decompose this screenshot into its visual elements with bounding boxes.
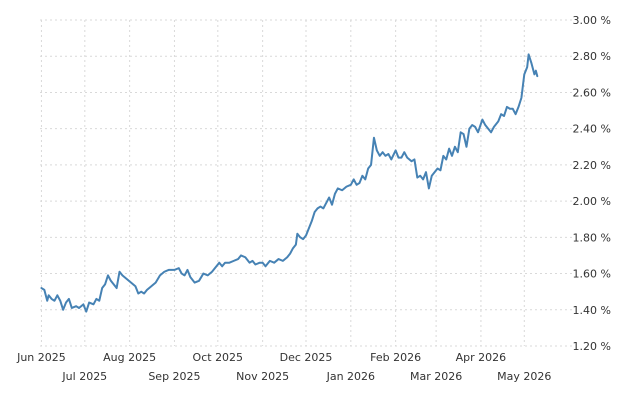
x-tick-label: Jul 2025 [61, 370, 107, 383]
x-tick-label: Sep 2025 [148, 370, 200, 383]
y-tick-label: 1.20 % [573, 340, 611, 353]
series-line [40, 53, 539, 313]
y-axis: 1.20 % 1.40 % 1.60 % 1.80 % 2.00 % 2.20 % 2.40… [573, 14, 611, 353]
y-tick-label: 1.40 % [573, 304, 611, 317]
x-tick-label: Nov 2025 [236, 370, 289, 383]
y-tick-label: 2.60 % [573, 86, 611, 99]
x-tick-label: Mar 2026 [410, 370, 462, 383]
x-tick-label: Apr 2026 [456, 351, 507, 364]
y-tick-label: 2.40 % [573, 123, 611, 136]
y-tick-label: 1.60 % [573, 268, 611, 281]
x-tick-label: Feb 2026 [370, 351, 421, 364]
x-tick-label: Aug 2025 [103, 351, 156, 364]
x-tick-label: May 2026 [497, 370, 551, 383]
x-tick-label: Jan 2026 [326, 370, 375, 383]
y-tick-label: 2.20 % [573, 159, 611, 172]
x-tick-label: Oct 2025 [193, 351, 244, 364]
series-layer [40, 53, 539, 313]
y-tick-label: 1.80 % [573, 231, 611, 244]
x-axis: Jun 2025 Jul 2025 Aug 2025 Sep 2025 Oct 2025… [16, 351, 551, 383]
grid [40, 19, 572, 347]
y-tick-label: 2.80 % [573, 50, 611, 63]
y-tick-label: 3.00 % [573, 14, 611, 27]
x-tick-label: Dec 2025 [280, 351, 333, 364]
y-tick-label: 2.00 % [573, 195, 611, 208]
x-tick-label: Jun 2025 [16, 351, 66, 364]
